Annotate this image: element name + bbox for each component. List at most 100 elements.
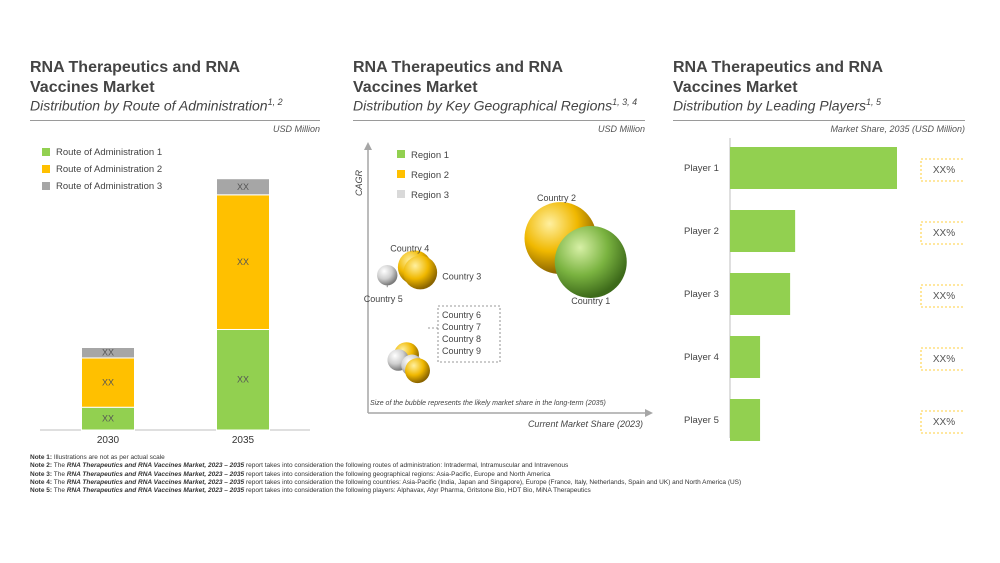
title-line: RNA Therapeutics and RNA [673,59,884,76]
bubble-label: Country 1 [571,296,610,306]
bubble-label: Country 6 [442,310,481,320]
y-tick-label: Player 5 [684,415,719,426]
panel-subtitle: Distribution by Key Geographical Regions… [353,97,637,114]
report-name: RNA Therapeutics and RNA Vaccines Market… [66,470,245,478]
note-label: Note 3: [30,470,53,478]
value-label-box [920,158,965,182]
bar-value-label: XX% [933,354,955,365]
title-rule [673,120,965,121]
legend-label: Region 3 [411,190,449,201]
bar [730,399,761,441]
note-text: report takes into consideration the foll… [245,487,591,495]
note-text: The [53,487,65,495]
note-label: Note 2: [30,462,53,470]
bar-value-label: XX% [933,291,955,302]
bar [730,147,897,189]
panel-title: RNA Therapeutics and RNA Vaccines Market [673,58,933,98]
panel-subtitle: Distribution by Leading Players1, 5 [673,97,881,114]
unit-label: Market Share, 2035 (USD Million) [830,124,965,134]
bar-data-label: XX [237,182,249,192]
y-axis-arrow [364,142,372,150]
value-label-box [920,221,965,245]
legend-swatch [397,170,405,178]
y-tick-label: Player 2 [684,226,719,237]
value-label-box [920,410,965,434]
bar-data-label: XX [102,378,114,388]
bubble [405,358,430,384]
legend-label: Region 2 [411,170,449,181]
bar [730,336,761,378]
title-line: RNA Therapeutics and RNA [353,59,564,76]
bubble [403,255,438,290]
title-rule [353,120,645,121]
panel-title: RNA Therapeutics and RNA Vaccines Market [30,58,290,98]
footnotes: Note 1: Illustrations are not as per act… [30,454,741,495]
legend-swatch [42,165,50,173]
x-tick-label: 2030 [97,435,120,446]
panel-route-of-administration: RNA Therapeutics and RNA Vaccines Market … [30,58,320,448]
y-axis-title: CAGR [354,170,364,197]
bubble-label: Country 7 [442,322,481,332]
bar-data-label: XX [102,414,114,424]
note-text: report takes into consideration the foll… [245,470,551,478]
x-axis-arrow [645,409,653,417]
subtitle-superscript: 1, 3, 4 [612,97,638,107]
bar [730,210,796,252]
note-text: The [53,462,65,470]
note-text: The [53,478,65,486]
bar-segment [81,357,135,408]
y-tick-label: Player 3 [684,289,719,300]
bar [730,273,791,315]
bar-data-label: XX [102,348,114,358]
footnote: Note 5: The RNA Therapeutics and RNA Vac… [30,487,741,495]
title-line: Vaccines Market [30,79,155,96]
footnote: Note 3: The RNA Therapeutics and RNA Vac… [30,471,741,479]
report-name: RNA Therapeutics and RNA Vaccines Market… [66,462,245,470]
panel-subtitle: Distribution by Route of Administration1… [30,97,283,114]
report-name: RNA Therapeutics and RNA Vaccines Market… [66,487,245,495]
subtitle-text: Distribution by Leading Players [673,97,866,114]
y-tick-label: Player 4 [684,352,719,363]
bubble-label: Country 4 [390,243,429,253]
title-line: RNA Therapeutics and RNA [30,59,241,76]
footnote: Note 1: Illustrations are not as per act… [30,454,741,462]
horizontal-bar-chart: Player 1 XX% Player 2 XX% Player 3 XX% Player … [684,138,965,441]
unit-label: USD Million [272,124,320,134]
bubble-label: Country 9 [442,346,481,356]
legend-swatch [397,150,405,158]
legend-swatch [42,182,50,190]
panel-geographical-regions: RNA Therapeutics and RNA Vaccines Market … [353,58,653,450]
group-label-box [437,305,501,363]
bar-segment [216,178,270,196]
note-text: report takes into consideration the foll… [245,478,742,486]
note-text: report takes into consideration the foll… [245,462,569,470]
unit-label: USD Million [597,124,645,134]
x-tick-label: 2035 [232,435,255,446]
panel-leading-players: RNA Therapeutics and RNA Vaccines Market … [673,58,965,448]
bubble-label: Country 8 [442,334,481,344]
bubble [377,265,398,286]
legend-label: Route of Administration 1 [56,147,162,158]
bar-value-label: XX% [933,228,955,239]
bar-value-label: XX% [933,165,955,176]
legend-swatch [42,148,50,156]
legend-label: Route of Administration 2 [56,164,162,175]
bar-segment [81,347,135,359]
title-line: Vaccines Market [353,79,478,96]
note-text: The [53,470,65,478]
bubble-label: Country 5 [364,294,403,304]
legend-label: Route of Administration 3 [56,181,162,192]
bar-data-label: XX [237,257,249,267]
stacked-bar-chart: XX XX XX 2030 XX XX XX 2035 Route of Administrat… [40,147,310,446]
x-axis-title: Current Market Share (2023) [528,419,643,429]
bar-segment [216,194,270,330]
legend-label: Region 1 [411,150,449,161]
legend-swatch [397,190,405,198]
note-label: Note 5: [30,487,53,495]
bubble-chart: CAGR Current Market Share (2023) Size of t… [354,142,653,429]
subtitle-superscript: 1, 2 [267,97,283,107]
bar-data-label: XX [237,375,249,385]
value-label-box [920,284,965,308]
footnote: Note 4: The RNA Therapeutics and RNA Vac… [30,479,741,487]
note-label: Note 4: [30,478,53,486]
